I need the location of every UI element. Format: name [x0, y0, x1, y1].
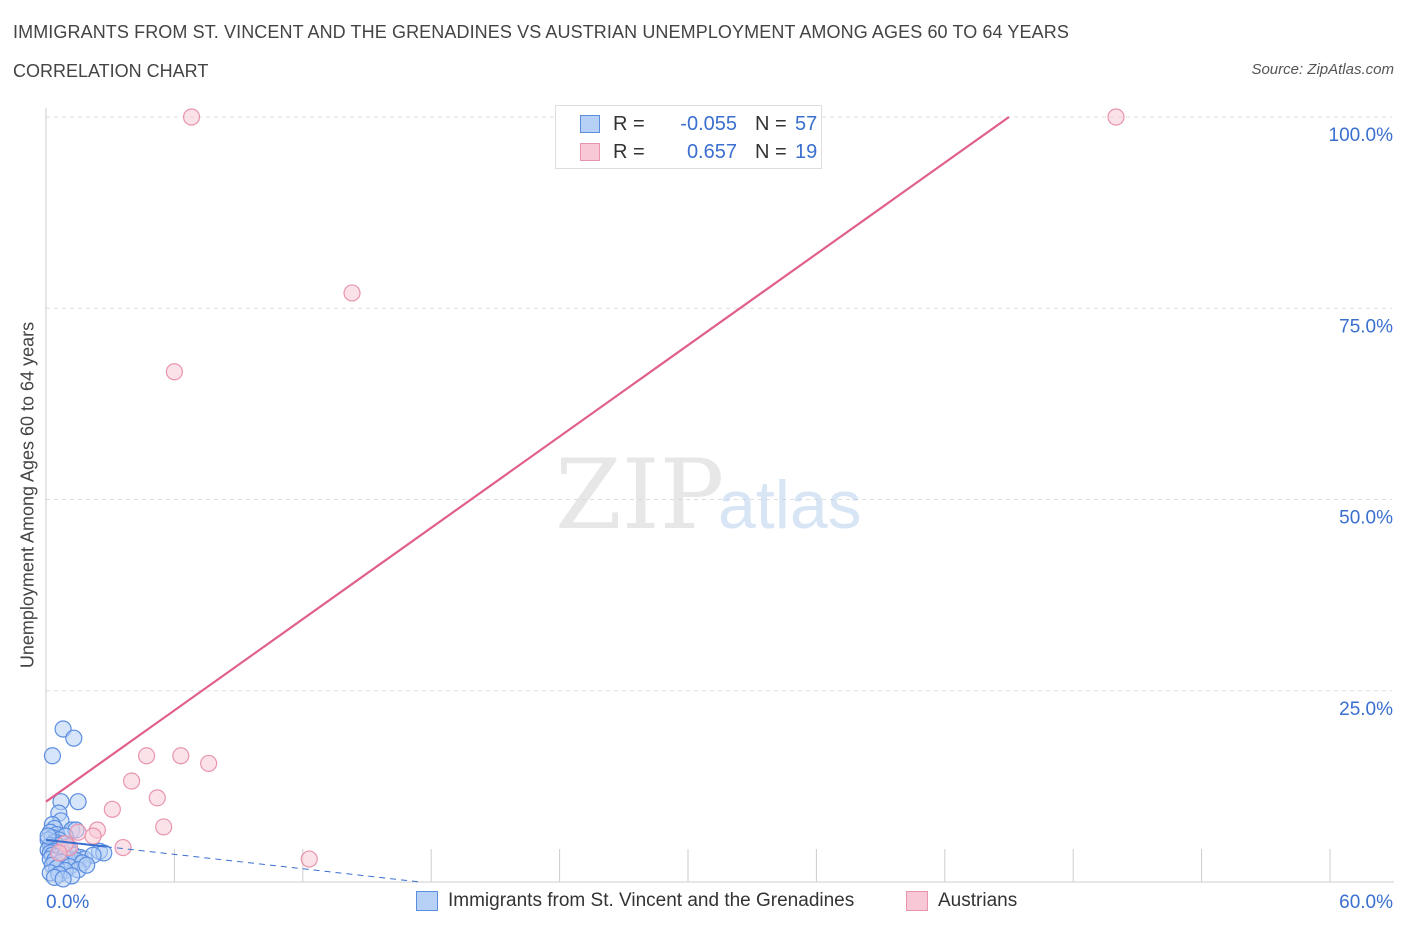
austrians-data-point — [148, 789, 166, 807]
austrians-data-point — [172, 747, 190, 765]
austrians-data-point — [123, 772, 141, 790]
immigrants-data-point — [78, 856, 96, 874]
legend-r-label: R = — [613, 112, 645, 135]
austrians-data-point — [200, 754, 218, 773]
legend-row-pink: R = 0.657 N = 19 — [580, 140, 817, 164]
immigrants-data-point — [69, 793, 87, 811]
legend-blue-n-value: 57 — [795, 112, 818, 135]
pink-swatch-icon — [580, 143, 600, 161]
austrians-data-point — [114, 838, 132, 857]
austrians-data-point — [182, 108, 201, 126]
y-tick-label: 50.0% — [1339, 508, 1393, 529]
austrians-data-point — [343, 284, 361, 302]
legend-austrians-label: Austrians — [938, 890, 1018, 911]
austrians-data-point — [69, 823, 87, 841]
immigrants-data-point — [65, 729, 83, 747]
austrians-data-point — [103, 800, 121, 818]
immigrants-data-point — [43, 747, 62, 765]
blue-swatch-icon — [580, 115, 600, 133]
series-legend: Immigrants from St. Vincent and the Gren… — [0, 890, 1406, 914]
legend-pink-r-value: 0.657 — [686, 140, 737, 163]
watermark-zip: ZIP — [555, 439, 724, 551]
y-axis-label: Unemployment Among Ages 60 to 64 years — [17, 321, 38, 669]
austrians-data-point — [84, 827, 102, 845]
blue-swatch-icon — [416, 891, 438, 911]
immigrants-trend-line-extension — [105, 846, 421, 883]
austrians-trend-line — [45, 116, 1010, 803]
y-tick-label: 25.0% — [1339, 699, 1393, 720]
legend-item-austrians[interactable]: Austrians — [906, 890, 1017, 912]
immigrants-data-point — [54, 870, 72, 888]
y-tick-label: 100.0% — [1329, 125, 1394, 146]
austrians-data-point — [50, 844, 68, 862]
legend-row-blue: R = -0.055 N = 57 — [580, 112, 817, 136]
correlation-legend: R = -0.055 N = 57 R = 0.657 N = 19 — [555, 105, 822, 169]
legend-n-label: N = — [755, 140, 787, 163]
chart-subtitle: CORRELATION CHART — [13, 61, 209, 81]
x-tick-label: 0.0% — [46, 892, 89, 913]
austrians-data-point — [137, 747, 156, 765]
legend-blue-r-value: -0.055 — [680, 112, 737, 135]
pink-swatch-icon — [906, 891, 928, 911]
x-tick-label: 60.0% — [1339, 892, 1393, 913]
austrians-data-point — [300, 850, 318, 868]
legend-r-label: R = — [613, 140, 645, 163]
legend-pink-n-value: 19 — [795, 140, 818, 163]
immigrants-trend-line — [45, 838, 107, 848]
legend-immigrants-label: Immigrants from St. Vincent and the Gren… — [448, 890, 855, 911]
source-label: Source: ZipAtlas.com — [1251, 61, 1394, 78]
legend-n-label: N = — [755, 112, 787, 135]
austrians-data-point — [165, 363, 183, 381]
austrians-data-point — [1107, 108, 1125, 126]
chart-title: IMMIGRANTS FROM ST. VINCENT AND THE GREN… — [13, 22, 1069, 42]
austrians-data-point — [155, 818, 173, 836]
y-tick-label: 75.0% — [1339, 316, 1393, 337]
watermark-atlas: atlas — [718, 467, 862, 543]
legend-item-immigrants[interactable]: Immigrants from St. Vincent and the Gren… — [416, 890, 854, 912]
